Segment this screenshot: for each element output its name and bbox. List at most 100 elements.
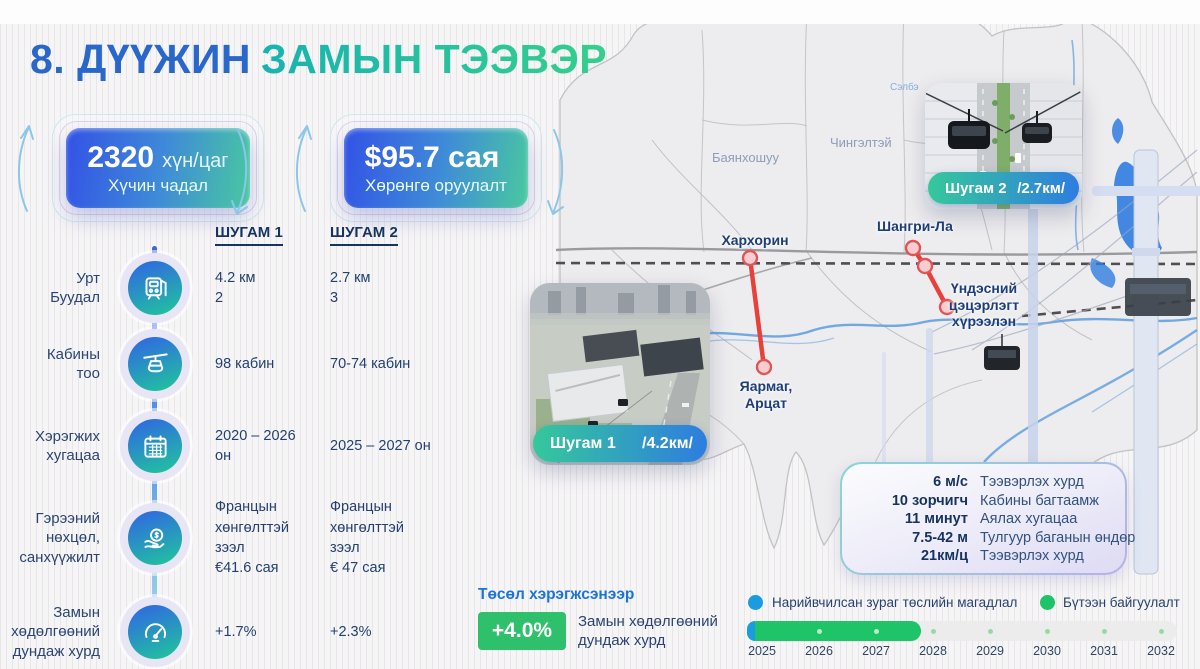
cell-line2-cabins: 70-74 кабин bbox=[330, 355, 411, 372]
timeline-year: 2030 bbox=[1033, 644, 1061, 658]
spec-value: 21км/ц bbox=[920, 548, 968, 564]
page-title-gradient: ЗАМЫН ТЭЭВЭР bbox=[261, 36, 608, 82]
row-label-financing: Гэрээний нөхцөл, санхүүжилт bbox=[19, 509, 100, 566]
timeline-year: 2028 bbox=[919, 644, 947, 658]
capacity-card-inner: 2320 хүн/цаг Хүчин чадал bbox=[66, 128, 250, 208]
speedometer-icon bbox=[144, 622, 166, 642]
map-main-road bbox=[555, 247, 1198, 256]
line2-photo-card: Шугам 2 /2.7км/ bbox=[925, 83, 1082, 209]
legend-label-construction: Бүтээн байгуулалт bbox=[1063, 595, 1180, 610]
district-label-bayankhoshuu: Баянхошуу bbox=[712, 150, 779, 165]
route-markers bbox=[741, 239, 956, 376]
spec-label: Аялах хугацаа bbox=[980, 511, 1078, 527]
cableway-cables bbox=[931, 149, 1198, 355]
cell-line1-cabins: 98 кабин bbox=[215, 355, 275, 372]
timeline-year: 2032 bbox=[1147, 644, 1175, 658]
cablecar-icon bbox=[142, 352, 168, 372]
cell-line1-financing: Францын хөнгөлттэй зээл €41.6 сая bbox=[215, 499, 289, 577]
capacity-value: 2320 bbox=[87, 140, 155, 174]
district-label-chingeltei: Чингэлтэй bbox=[830, 135, 892, 150]
row-icon-cell bbox=[110, 250, 200, 326]
project-timeline: Нарийвчилсан зураг төслийн магадлал Бүтэ… bbox=[745, 588, 1197, 663]
timeline-progress-construction bbox=[747, 621, 921, 641]
spec-row-duration: 11 минут Аялах хугацаа bbox=[852, 510, 1115, 528]
line1-length: /4.2км/ bbox=[642, 434, 693, 452]
station-label-yarmag: Яармаг, Арцат bbox=[739, 378, 793, 411]
impact-label: Замын хөдөлгөөний дундаж хурд bbox=[578, 613, 718, 649]
row-icon-cell bbox=[110, 586, 200, 669]
line1-name: Шугам 1 bbox=[550, 434, 616, 452]
impact-heading: Төсөл хэрэгжсэнээр bbox=[478, 586, 635, 603]
timeline-year: 2027 bbox=[862, 644, 890, 658]
spec-row-speed: 6 м/с Тээвэрлэх хурд bbox=[852, 473, 1115, 491]
line2-length: /2.7км/ bbox=[1017, 179, 1065, 197]
map-railway bbox=[555, 261, 1198, 266]
timeline-bar bbox=[747, 621, 1177, 641]
timeline-dot bbox=[1045, 629, 1050, 634]
specs-box: 6 м/с Тээвэрлэх хурд 10 зорчигч Кабины б… bbox=[840, 462, 1135, 575]
station-label-national-park: Үндэсний цэцэрлэгт хүрээлэн bbox=[948, 280, 1020, 330]
river-label-selbe: Сэлбэ bbox=[890, 82, 919, 93]
timeline-progress-design bbox=[747, 621, 755, 641]
row-icon-cell bbox=[110, 402, 200, 490]
cell-line1-length: 4.2 км 2 bbox=[215, 269, 256, 306]
timeline-dot bbox=[1159, 629, 1164, 634]
timeline-year: 2029 bbox=[976, 644, 1004, 658]
line-1-route bbox=[747, 255, 767, 370]
specs-box-inner: 6 м/с Тээвэрлэх хурд 10 зорчигч Кабины б… bbox=[842, 464, 1135, 573]
spec-label: Кабины багтаамж bbox=[980, 492, 1099, 509]
timeline-dot bbox=[817, 629, 822, 634]
arrow-up-icon bbox=[18, 125, 34, 212]
cell-line2-length: 2.7 км 3 bbox=[330, 269, 371, 306]
spec-row-pylon-height: 7.5-42 м Тулгуур баганын өндөр bbox=[852, 529, 1135, 547]
legend-dot-construction bbox=[1040, 595, 1055, 610]
investment-card-inner: $95.7 сая Хөрөнгө оруулалт bbox=[344, 128, 528, 208]
timeline-dot bbox=[931, 629, 936, 634]
timeline-dot bbox=[874, 629, 879, 634]
line1-photo-card: Шугам 1 /4.2км/ bbox=[530, 283, 710, 465]
timeline-year: 2031 bbox=[1090, 644, 1118, 658]
legend-dot-design bbox=[748, 595, 763, 610]
cell-line2-financing: Францын хөнгөлттэй зээл € 47 сая bbox=[330, 499, 404, 577]
line2-name: Шугам 2 bbox=[945, 179, 1007, 197]
loan-hand-icon bbox=[143, 528, 164, 548]
row-icon-cell bbox=[110, 326, 200, 402]
calendar-icon bbox=[143, 434, 167, 458]
row-label-cabins: Кабины тоо bbox=[46, 345, 100, 383]
spec-value: 6 м/с bbox=[933, 474, 968, 490]
page-title: 8. ДҮҮЖИН ЗАМЫН ТЭЭВЭР bbox=[30, 36, 607, 83]
cell-line1-period: 2020 – 2026 он bbox=[215, 427, 296, 464]
line1-pill: Шугам 1 /4.2км/ bbox=[533, 425, 707, 462]
arrow-down-icon bbox=[231, 129, 248, 215]
line2-pill: Шугам 2 /2.7км/ bbox=[928, 172, 1079, 204]
spec-row-capacity: 10 зорчигч Кабины багтаамж bbox=[852, 492, 1115, 510]
route-lines bbox=[741, 239, 956, 376]
spacer bbox=[6, 220, 110, 250]
cell-line1-traffic-speed: +1.7% bbox=[215, 623, 257, 640]
timeline-year: 2026 bbox=[805, 644, 833, 658]
page-title-number: 8. ДҮҮЖИН bbox=[30, 36, 252, 82]
investment-card: $95.7 сая Хөрөнгө оруулалт bbox=[330, 114, 542, 222]
comparison-table: ШУГАМ 1 ШУГАМ 2 Урт Буудал 4.2 км 2 2.7 … bbox=[6, 220, 476, 669]
capacity-caption: Хүчин чадал bbox=[108, 175, 208, 195]
capacity-card: 2320 хүн/цаг Хүчин чадал bbox=[52, 114, 264, 222]
station-label-kharkhorin: Хархорин bbox=[721, 232, 789, 248]
timeline-dot bbox=[988, 629, 993, 634]
spec-label: Тулгуур баганын өндөр bbox=[980, 529, 1136, 546]
row-label-length: Урт Буудал bbox=[50, 269, 100, 307]
impact-badge: +4.0% bbox=[478, 612, 566, 650]
train-icon bbox=[145, 276, 167, 300]
row-label-period: Хэрэгжих хугацаа bbox=[34, 427, 100, 465]
capacity-unit: хүн/цаг bbox=[162, 149, 229, 172]
spec-label: Тээвэрлэх хурд bbox=[980, 548, 1084, 564]
cell-line2-traffic-speed: +2.3% bbox=[330, 623, 372, 640]
spec-value: 11 минут bbox=[904, 511, 968, 527]
legend-label-design: Нарийвчилсан зураг төслийн магадлал bbox=[772, 595, 1018, 610]
spec-value: 7.5-42 м bbox=[912, 529, 968, 546]
column-header-line2: ШУГАМ 2 bbox=[315, 220, 465, 250]
station-label-shangrila: Шангри-Ла bbox=[877, 218, 953, 234]
column-header-line1: ШУГАМ 1 bbox=[200, 220, 315, 250]
cableway-gondolas bbox=[984, 278, 1191, 370]
investment-value: $95.7 сая bbox=[364, 140, 500, 174]
